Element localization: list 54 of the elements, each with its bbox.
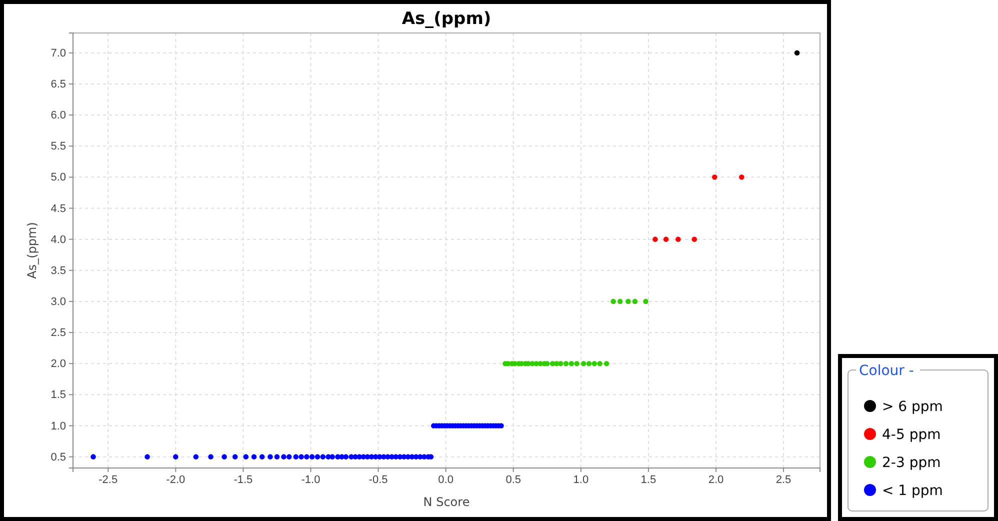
point [663,236,669,242]
y-tick-label: 4.5 [50,202,66,215]
x-tick-label: 2.0 [708,474,724,486]
point [643,298,648,304]
y-tick-label: 1.5 [50,389,66,402]
x-tick-label: 1.0 [573,474,589,486]
y-tick-label: 5.0 [50,172,66,184]
point [597,360,602,366]
y-tick-label: 6.0 [50,110,66,122]
x-tick-label: -2.5 [98,474,118,486]
y-tick-label: 1.0 [50,420,66,432]
chart-title: As_(ppm) [402,9,492,29]
y-axis-title: As_(ppm) [25,222,39,279]
x-tick-label: -2.0 [166,474,186,486]
point [617,298,623,304]
y-tick-label: 7.0 [50,47,66,60]
point [692,236,698,242]
y-tick-label: 2.0 [50,358,66,370]
point [652,236,658,242]
point [568,360,574,366]
x-axis-title: N Score [423,495,470,509]
y-tick-label: 0.5 [50,451,66,464]
x-tick-label: 2.5 [776,474,792,486]
point [739,174,744,180]
point [610,298,616,304]
legend-title: Colour - [859,363,914,379]
point [626,298,631,304]
y-tick-label: 3.5 [50,264,66,277]
y-tick-label: 6.5 [50,78,66,90]
x-tick-label: 0.0 [438,474,454,486]
point [563,360,569,366]
x-tick-label: -1.0 [301,474,320,486]
point [574,360,580,366]
point [632,298,638,304]
point [676,236,681,242]
point [712,174,718,180]
x-tick-label: -0.5 [368,474,388,486]
point [558,360,564,366]
legend-label: 4-5 ppm [882,427,941,443]
y-tick-label: 3.0 [50,296,66,308]
point [586,360,592,366]
x-tick-label: 0.5 [506,474,522,486]
legend-label: < 1 ppm [882,483,943,499]
point [580,360,586,366]
y-tick-label: 4.0 [50,234,66,246]
point [592,360,598,366]
y-tick-label: 5.5 [50,140,66,153]
legend-label: > 6 ppm [882,399,943,415]
x-tick-label: 1.5 [640,474,656,486]
x-tick-label: -1.5 [234,474,253,486]
point [794,50,800,56]
point [604,360,610,366]
legend-label: 2-3 ppm [882,455,941,471]
y-tick-label: 2.5 [50,327,66,340]
